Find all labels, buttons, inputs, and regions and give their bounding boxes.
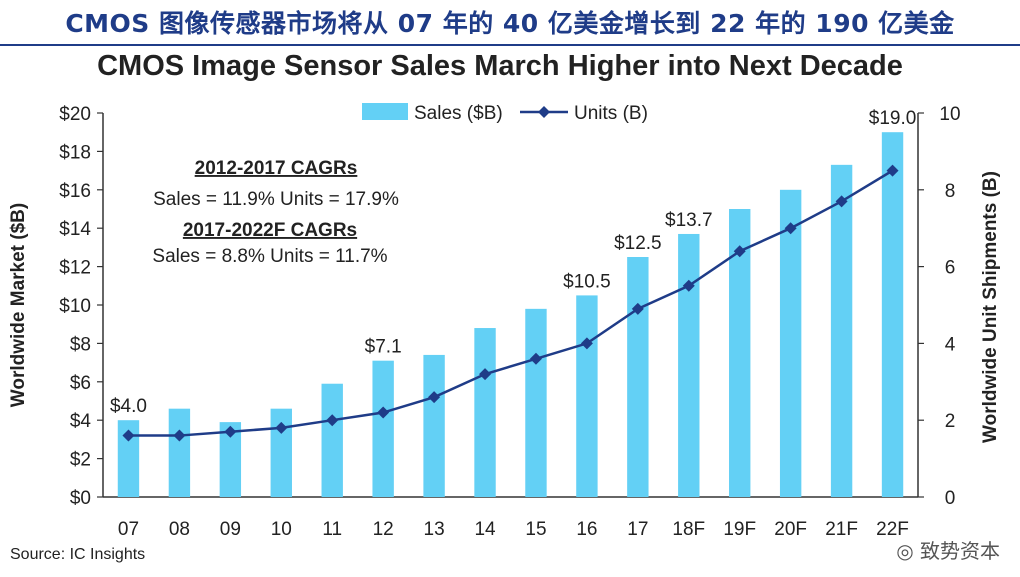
- chart-title: CMOS Image Sensor Sales March Higher int…: [97, 50, 903, 82]
- x-category-label: 10: [271, 519, 292, 540]
- units-point: [886, 164, 899, 177]
- x-category-label: 07: [118, 519, 139, 540]
- sales-bar: [474, 328, 496, 497]
- right-tick-label: 6: [945, 258, 956, 279]
- sales-bar: [576, 295, 598, 497]
- units-point: [580, 337, 593, 350]
- sales-bar: [525, 308, 547, 497]
- x-category-label: 14: [474, 519, 496, 540]
- sales-bar: [729, 209, 751, 497]
- units-point: [784, 222, 797, 235]
- sales-bar: [678, 233, 700, 497]
- units-point: [173, 429, 186, 442]
- slide-title: CMOS 图像传感器市场将从 07 年的 40 亿美金增长到 22 年的 190…: [65, 9, 955, 38]
- legend-units-label: Units (B): [574, 103, 648, 124]
- right-tick-label: 2: [945, 411, 956, 432]
- title-rule: [0, 44, 1020, 46]
- sales-bar: [321, 383, 343, 497]
- bar-data-label: $13.7: [665, 210, 713, 231]
- legend-sales-swatch: [362, 103, 408, 120]
- cagr-2017-2022-values: Sales = 8.8% Units = 11.7%: [152, 246, 387, 267]
- units-point: [631, 302, 644, 315]
- x-category-label: 22F: [876, 519, 909, 540]
- sales-bar: [881, 132, 904, 497]
- left-tick-label: $20: [59, 104, 91, 125]
- cagr-2017-2022-title: 2017-2022F CAGRs: [183, 220, 357, 241]
- units-point: [835, 195, 848, 208]
- x-category-label: 12: [373, 519, 394, 540]
- x-category-label: 19F: [723, 519, 756, 540]
- bar-data-label: $19.0: [869, 108, 917, 129]
- units-line: [128, 169, 894, 437]
- x-category-label: 15: [525, 519, 546, 540]
- x-category-label: 13: [424, 519, 445, 540]
- left-tick-label: $8: [70, 334, 91, 355]
- x-category-label: 16: [576, 519, 597, 540]
- sales-bar: [830, 164, 853, 497]
- sales-bar: [270, 408, 292, 497]
- left-tick-label: $12: [59, 258, 91, 279]
- units-point: [326, 414, 339, 427]
- left-tick-label: $2: [70, 450, 91, 471]
- sales-bar: [168, 408, 191, 497]
- sales-bar: [779, 189, 802, 498]
- units-point: [377, 406, 390, 419]
- units-point: [479, 368, 492, 381]
- left-tick-label: $18: [59, 142, 91, 163]
- right-axis-title: Worldwide Unit Shipments (B): [980, 171, 1001, 443]
- left-tick-label: $0: [70, 488, 91, 509]
- units-point: [733, 245, 746, 258]
- left-tick-label: $16: [59, 181, 91, 202]
- legend-sales-label: Sales ($B): [414, 103, 503, 124]
- right-tick-label: 4: [945, 334, 956, 355]
- x-category-label: 20F: [774, 519, 807, 540]
- x-category-label: 09: [220, 519, 241, 540]
- left-tick-label: $4: [70, 411, 92, 432]
- cagr-2012-2017-title: 2012-2017 CAGRs: [195, 158, 358, 179]
- right-tick-label: 10: [939, 104, 960, 125]
- cagr-2012-2017-values: Sales = 11.9% Units = 17.9%: [153, 189, 399, 210]
- source-note: Source: IC Insights: [10, 546, 146, 563]
- x-category-label: 17: [627, 519, 648, 540]
- x-category-label: 11: [322, 519, 342, 540]
- bar-data-label: $12.5: [614, 233, 662, 254]
- right-tick-label: 0: [945, 488, 956, 509]
- bar-data-label: $10.5: [563, 271, 611, 292]
- sales-bar: [372, 360, 394, 497]
- units-point: [122, 429, 135, 442]
- bar-data-label: $7.1: [365, 337, 402, 358]
- units-point: [275, 421, 288, 434]
- x-category-label: 18F: [672, 519, 705, 540]
- left-tick-label: $14: [59, 219, 91, 240]
- units-point: [529, 352, 542, 365]
- watermark: ◎ 致势资本: [896, 539, 1000, 563]
- sales-bar: [423, 354, 445, 497]
- x-category-label: 08: [169, 519, 190, 540]
- legend-units-marker: [538, 106, 550, 118]
- units-point: [682, 279, 695, 292]
- units-point: [224, 425, 237, 438]
- units-point: [428, 391, 441, 404]
- bar-data-label: $4.0: [110, 396, 147, 417]
- left-tick-label: $10: [59, 296, 91, 317]
- sales-bar: [117, 420, 140, 497]
- x-category-label: 21F: [825, 519, 858, 540]
- sales-bar: [627, 257, 649, 497]
- left-axis-title: Worldwide Market ($B): [8, 203, 29, 407]
- right-tick-label: 8: [945, 181, 956, 202]
- left-tick-label: $6: [70, 373, 91, 394]
- sales-bar: [219, 422, 242, 497]
